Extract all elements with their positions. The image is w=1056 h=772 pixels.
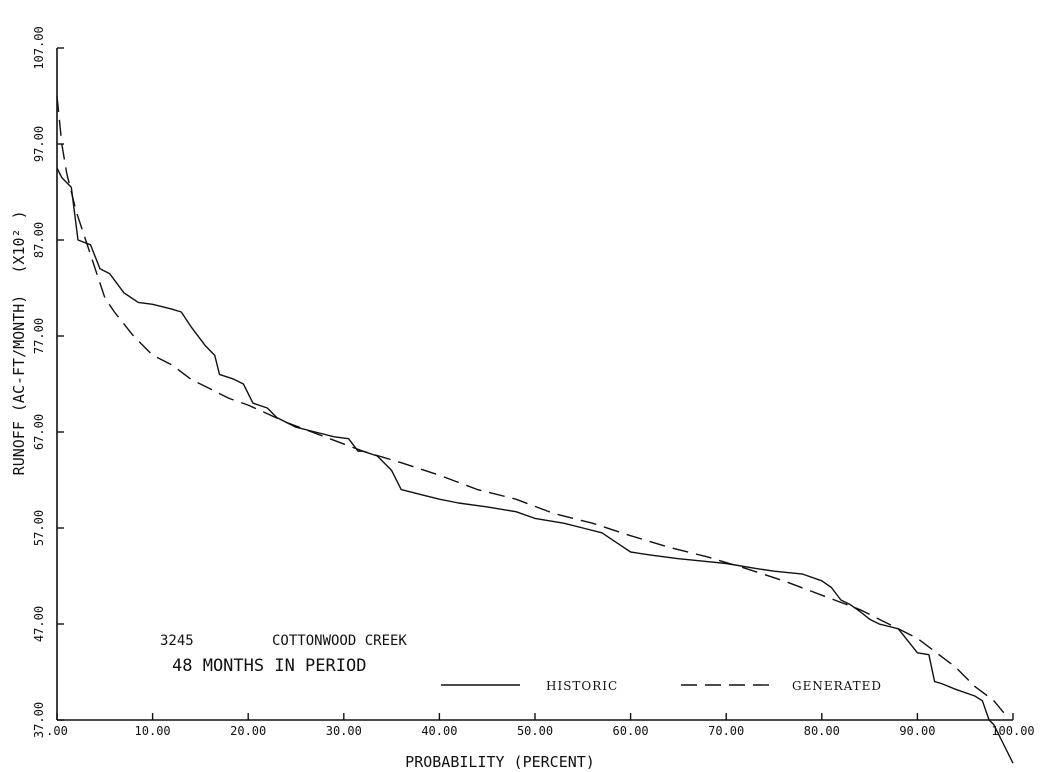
- y-tick-label: 77.00: [32, 318, 46, 354]
- y-tick-label: 57.00: [32, 510, 46, 546]
- y-tick-label: 67.00: [32, 414, 46, 450]
- x-tick-label: 70.00: [708, 724, 744, 738]
- y-tick-label: 107.00: [32, 26, 46, 69]
- x-tick-label: 100.00: [991, 724, 1034, 738]
- x-axis-title: PROBABILITY (PERCENT): [405, 753, 595, 771]
- y-tick-label: 47.00: [32, 606, 46, 642]
- station-annotation: 3245 COTTONWOOD CREEK 48 MONTHS IN PERIO…: [160, 633, 407, 676]
- y-tick-label: 97.00: [32, 126, 46, 162]
- x-tick-label: 90.00: [899, 724, 935, 738]
- y-axis-multiplier: (X10² ): [10, 210, 28, 273]
- x-tick-label: 50.00: [517, 724, 553, 738]
- station-name: COTTONWOOD CREEK: [272, 633, 407, 649]
- x-tick-label: 10.00: [135, 724, 171, 738]
- series-line-generated: [56, 95, 1009, 721]
- x-tick-label: 80.00: [804, 724, 840, 738]
- series-line-historic: [56, 167, 1014, 764]
- legend: HISTORIC GENERATED: [441, 679, 882, 693]
- period-label: 48 MONTHS IN PERIOD: [172, 656, 366, 676]
- x-tick-label: 20.00: [230, 724, 266, 738]
- x-tick-label: .00: [46, 724, 68, 738]
- legend-historic-label: HISTORIC: [546, 679, 618, 693]
- y-axis-title: RUNOFF (AC-FT/MONTH): [10, 295, 28, 476]
- series-layer: [56, 95, 1014, 764]
- y-tick-label: 37.00: [32, 702, 46, 738]
- x-ticks: .00 10.00 20.00 30.00 40.00 50.00 60.00 70.00 80…: [46, 713, 1035, 738]
- y-tick-label: 87.00: [32, 222, 46, 258]
- x-tick-label: 30.00: [326, 724, 362, 738]
- x-tick-label: 60.00: [613, 724, 649, 738]
- station-id: 3245: [160, 633, 194, 649]
- x-tick-label: 40.00: [421, 724, 457, 738]
- legend-generated-label: GENERATED: [792, 679, 882, 693]
- y-ticks: 37.00 47.00 57.00 67.00 77.00 87.00 97.00 107.0…: [32, 26, 64, 738]
